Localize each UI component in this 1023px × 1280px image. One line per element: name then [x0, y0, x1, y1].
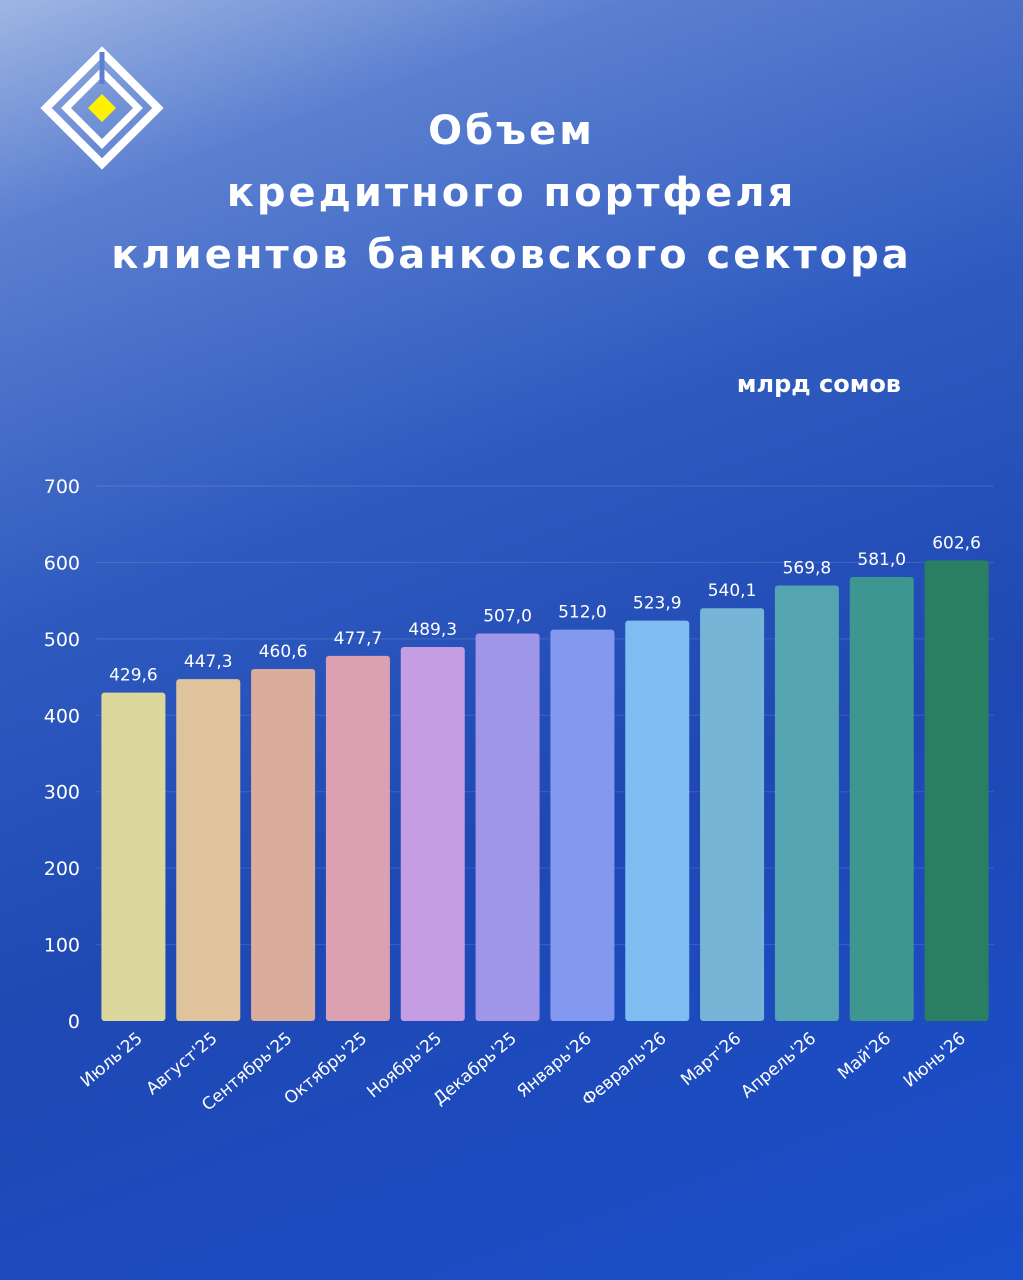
data-label: 512,0	[558, 603, 607, 623]
y-tick-label: 300	[44, 782, 80, 804]
page-title-line-1: Объем	[428, 108, 595, 154]
data-label: 569,8	[783, 559, 832, 579]
x-tick-label: Март'26	[677, 1029, 745, 1091]
bar	[625, 620, 690, 1021]
x-tick-label: Май'26	[834, 1029, 895, 1084]
y-tick-label: 600	[44, 552, 80, 574]
bar	[550, 629, 615, 1021]
data-label: 602,6	[932, 533, 981, 553]
y-tick-label: 700	[44, 476, 80, 498]
page-title-line-3: клиентов банковского сектора	[111, 232, 912, 278]
data-label: 540,1	[708, 581, 757, 601]
page-title-line-2: кредитного портфеля	[226, 170, 797, 216]
diamond-logo-icon	[40, 46, 164, 170]
data-label: 447,3	[184, 652, 233, 672]
x-tick-label: Июль'25	[77, 1029, 147, 1092]
bar	[101, 692, 166, 1021]
data-label: 460,6	[259, 642, 308, 662]
bar	[251, 668, 316, 1021]
bar	[475, 633, 540, 1021]
x-tick-label: Август'25	[143, 1029, 222, 1100]
bar	[325, 655, 390, 1021]
data-label: 523,9	[633, 594, 682, 614]
x-tick-label: Июнь'26	[900, 1029, 970, 1092]
data-label: 581,0	[857, 550, 906, 570]
bar	[700, 608, 765, 1021]
y-tick-label: 400	[44, 705, 80, 727]
unit-label: млрд сомов	[736, 370, 901, 398]
data-label: 429,6	[109, 666, 158, 686]
bar	[849, 576, 914, 1021]
y-tick-label: 200	[44, 858, 80, 880]
data-label: 507,0	[483, 607, 532, 627]
bar	[176, 679, 241, 1021]
bar	[924, 560, 989, 1021]
y-tick-label: 100	[44, 935, 80, 957]
x-tick-label: Апрель'26	[737, 1029, 820, 1103]
x-tick-label: Октябрь'25	[281, 1029, 372, 1109]
data-label: 477,7	[334, 629, 383, 649]
bar	[400, 647, 465, 1021]
y-tick-label: 500	[44, 629, 80, 651]
bar	[774, 585, 839, 1021]
y-tick-label: 0	[68, 1011, 80, 1033]
x-tick-label: Декабрь'25	[430, 1029, 521, 1110]
data-label: 489,3	[408, 620, 457, 640]
